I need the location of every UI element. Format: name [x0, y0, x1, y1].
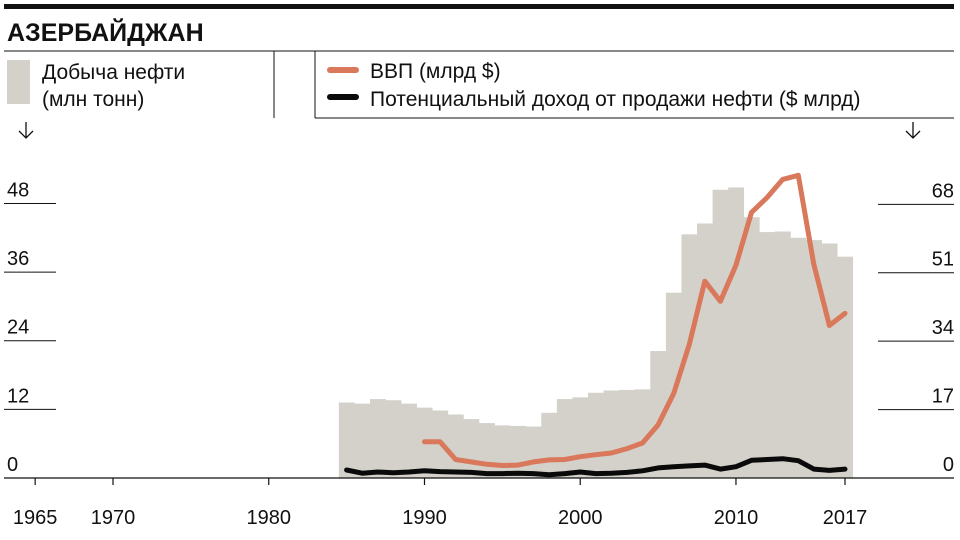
oil-production-bar	[759, 232, 776, 478]
oil-production-bar	[603, 390, 620, 478]
y-right-tick-label: 68	[932, 180, 954, 202]
oil-production-bar	[354, 403, 371, 478]
oil-production-bar	[401, 403, 418, 478]
legend-bars-swatch	[7, 60, 30, 104]
oil-production-bar	[681, 234, 698, 478]
x-tick-label: 2017	[823, 507, 868, 529]
gdp-line	[422, 172, 848, 468]
oil-production-bar	[774, 231, 791, 478]
left-axis-arrow-icon	[18, 122, 34, 139]
legend-bars-label-line1: Добыча нефти	[42, 61, 185, 84]
y-left-tick-label: 36	[7, 248, 29, 270]
x-tick-label: 2010	[714, 507, 759, 529]
oil-revenue-line	[344, 456, 848, 478]
right-axis-arrow-icon	[905, 122, 921, 139]
oil-production-bar	[525, 426, 542, 478]
y-left-tick-label: 24	[7, 317, 29, 339]
left-gridlines: 0 12 24 36 48	[4, 179, 56, 476]
title-top-rule	[4, 4, 954, 9]
y-right-tick-label: 34	[932, 317, 954, 339]
series-lines	[344, 172, 848, 478]
oil-production-bar	[790, 237, 807, 478]
oil-production-bar	[743, 217, 760, 478]
oil-production-bar	[821, 243, 838, 478]
chart-title: АЗЕРБАЙДЖАН	[7, 17, 204, 47]
oil-production-bar	[572, 397, 589, 478]
oil-production-bar	[556, 399, 573, 478]
oil-production-bar	[479, 423, 495, 478]
oil-production-bar	[837, 256, 854, 478]
legend-gdp-label: ВВП (млрд $)	[370, 60, 501, 83]
x-tick-label: 1965	[13, 507, 58, 529]
oil-production-bar	[510, 425, 527, 478]
y-right-tick-label: 17	[932, 386, 954, 408]
oil-production-bar	[712, 189, 729, 478]
oil-production-bar	[728, 187, 745, 478]
x-tick-label: 1970	[91, 507, 136, 529]
oil-production-bar	[634, 389, 651, 478]
oil-production-bar	[619, 389, 636, 478]
oil-production-bar	[588, 392, 604, 478]
x-tick-label: 2000	[558, 507, 603, 529]
oil-production-bar	[338, 402, 355, 478]
legend-revenue-label: Потенциальный доход от продажи нефти ($ …	[370, 88, 861, 111]
right-gridlines: 0 17 34 51 68	[878, 180, 954, 476]
oil-production-bar	[385, 400, 402, 478]
y-right-tick-label: 51	[932, 249, 954, 271]
y-left-tick-label: 0	[7, 454, 18, 476]
y-right-tick-label: 0	[943, 454, 954, 476]
x-tick-label: 1990	[402, 507, 447, 529]
oil-production-bar	[494, 425, 511, 478]
x-tick-label: 1980	[247, 507, 292, 529]
legend-bars-label-line2: (млн тонн)	[42, 88, 144, 111]
oil-production-bar	[463, 419, 480, 478]
oil-production-bar	[650, 351, 667, 478]
x-axis-ticks: 1965 1970 1980 1990 2000 2010 2017	[13, 478, 867, 529]
oil-production-bar	[447, 414, 464, 478]
legend-bars-label: Добыча нефти (млн тонн)	[42, 61, 191, 111]
oil-production-bar	[541, 412, 558, 478]
oil-production-bars	[338, 187, 854, 478]
oil-production-bar	[806, 240, 822, 478]
oil-production-bar	[369, 399, 386, 478]
oil-production-bar	[697, 223, 713, 478]
y-left-tick-label: 48	[7, 179, 29, 201]
y-left-tick-label: 12	[7, 385, 29, 407]
